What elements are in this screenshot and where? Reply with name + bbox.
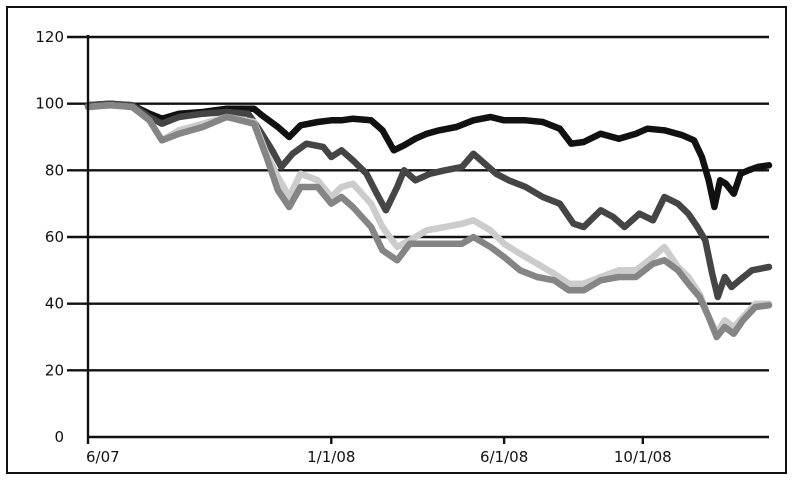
- x-tick-label-0: 6/07: [86, 448, 120, 466]
- x-tick-label-1: 1/1/08: [307, 448, 355, 466]
- y-tick-label-0: 0: [54, 428, 64, 446]
- chart-frame: [6, 6, 787, 474]
- y-tick-labels: 0 20 40 60 80 100 120: [35, 28, 64, 446]
- series-line-4: [84, 102, 773, 341]
- x-tick-labels: 6/07 1/1/08 6/1/08 10/1/08: [86, 437, 672, 466]
- series-line-3: [84, 102, 773, 337]
- y-tick-label-20: 20: [45, 361, 64, 379]
- y-tick-label-100: 100: [35, 95, 64, 113]
- series-line-1: [84, 100, 773, 211]
- series-layer: [84, 100, 773, 341]
- x-tick-label-2: 6/1/08: [480, 448, 528, 466]
- y-tick-label-60: 60: [45, 228, 64, 246]
- y-tick-label-40: 40: [45, 295, 64, 313]
- y-tick-label-120: 120: [35, 28, 64, 46]
- x-tick-label-3: 10/1/08: [614, 448, 672, 466]
- gridlines: [67, 35, 769, 372]
- axes: [86, 35, 769, 439]
- y-tick-label-80: 80: [45, 161, 64, 179]
